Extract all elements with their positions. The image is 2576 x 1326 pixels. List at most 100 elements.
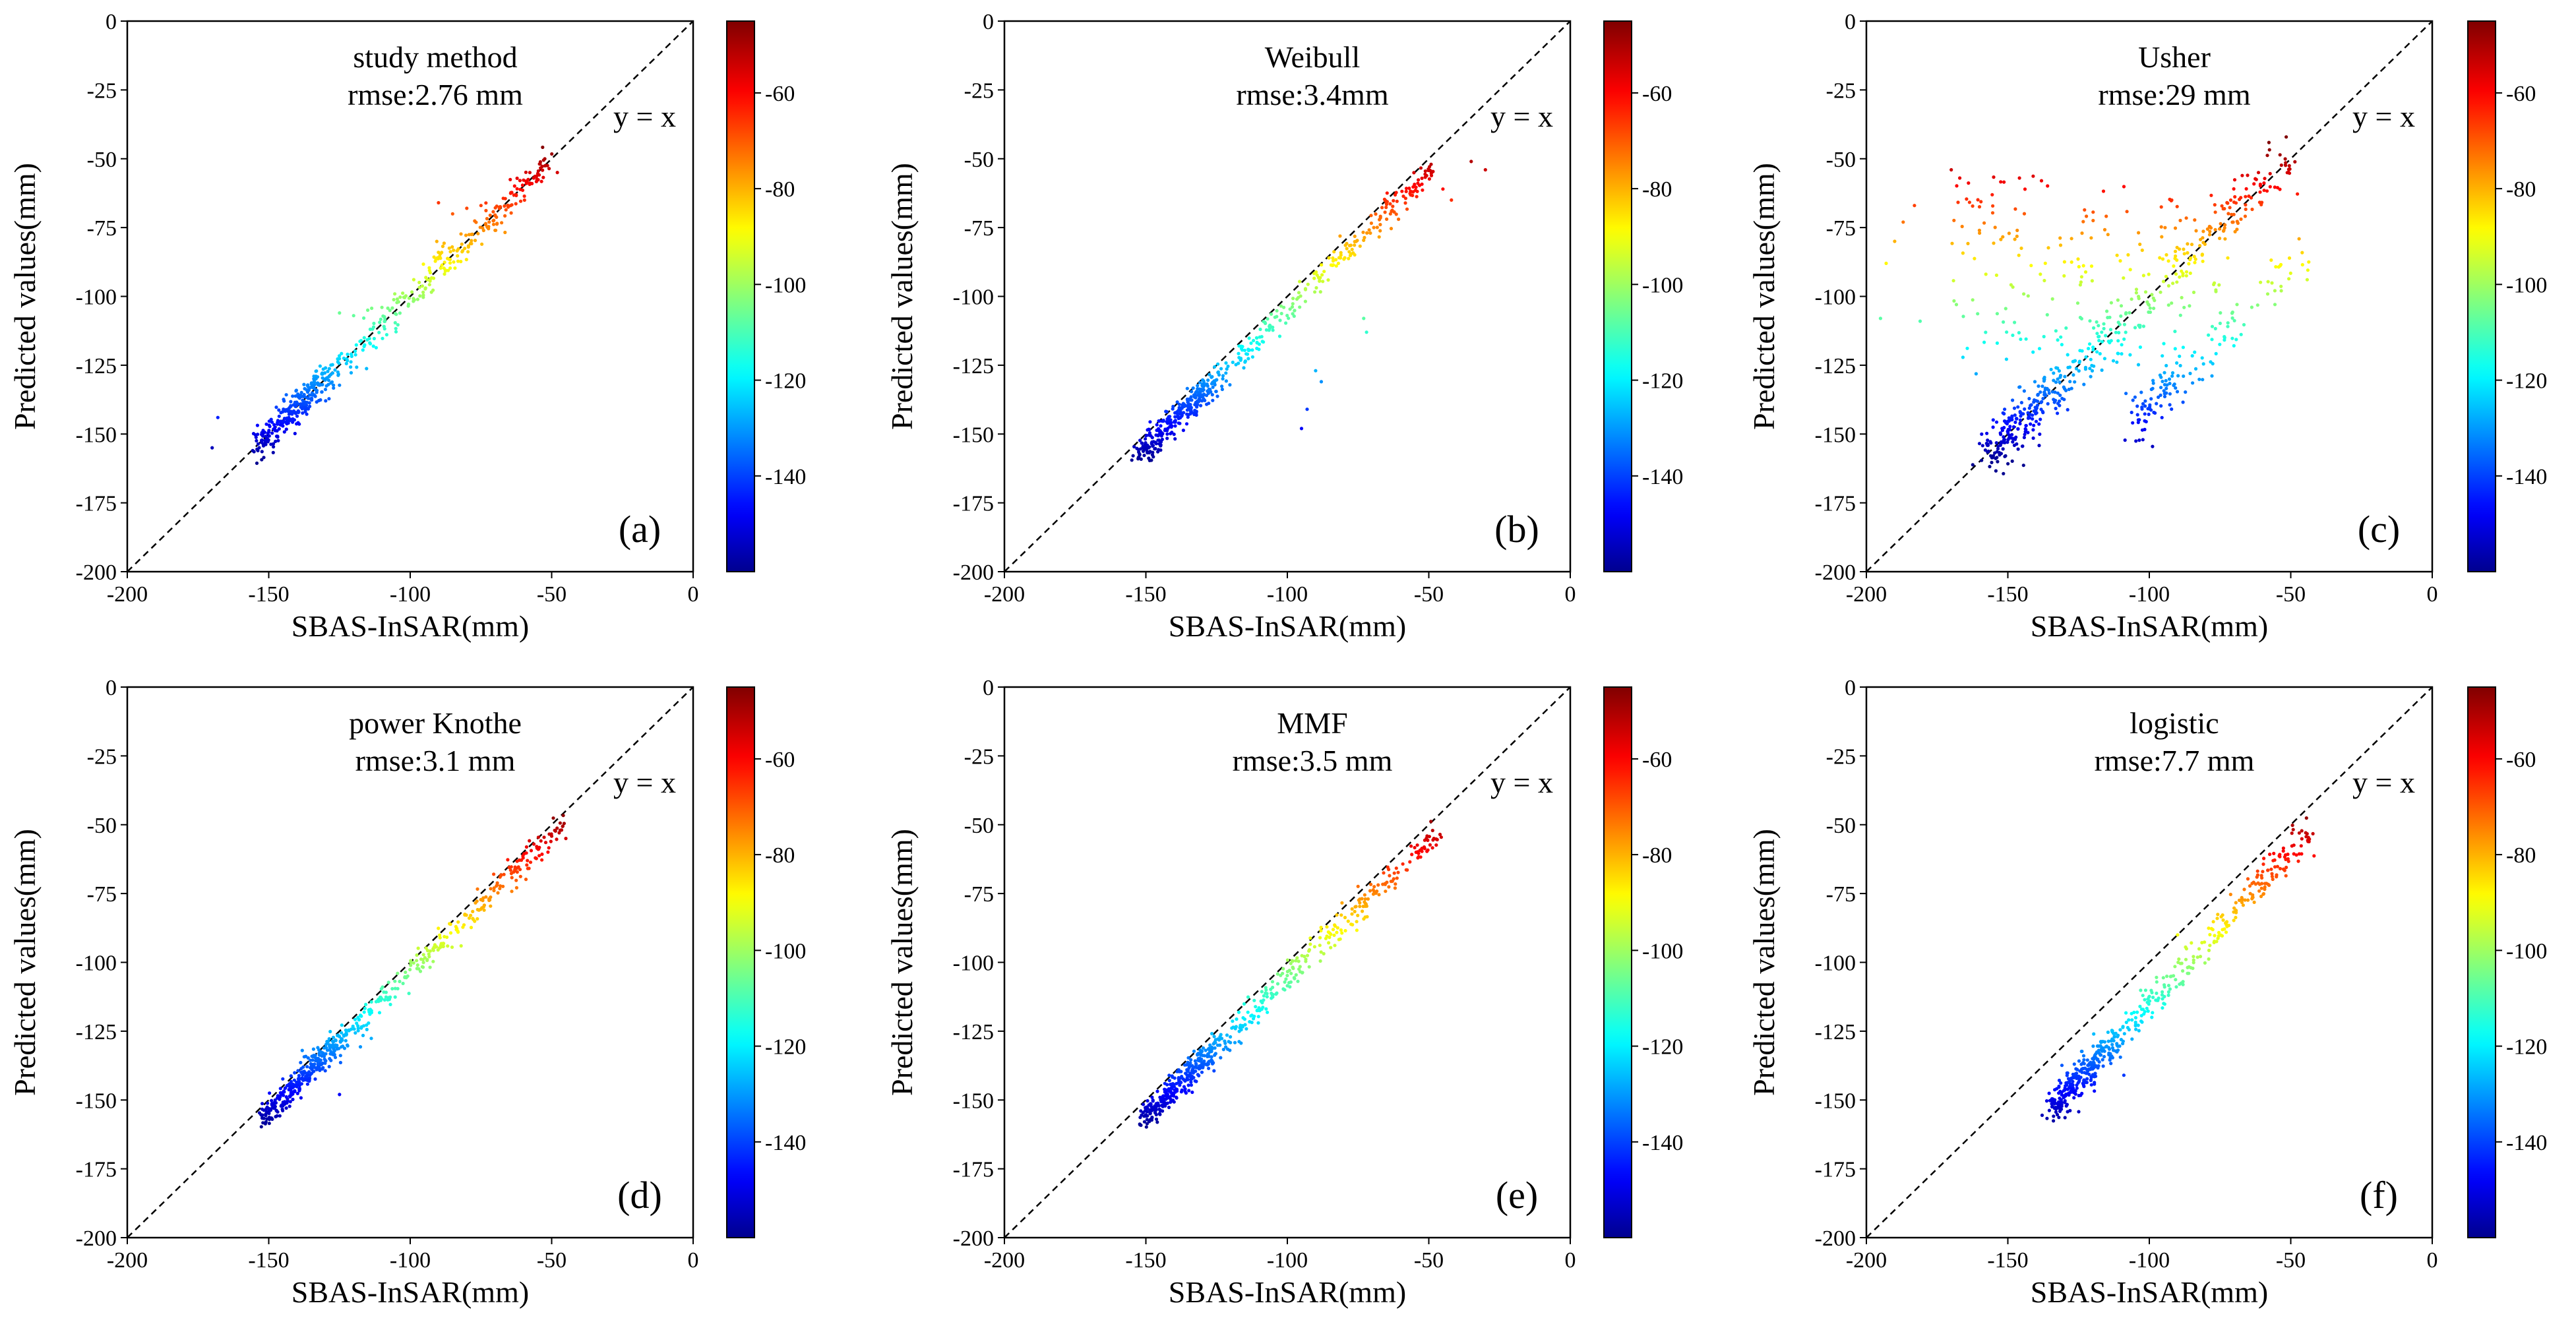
scatter-point bbox=[301, 1065, 305, 1069]
scatter-point bbox=[1893, 239, 1897, 243]
panel-d: -200 -150 -100 -50 00-25-50-75-100-125-150-1… bbox=[8, 676, 806, 1309]
scatter-point bbox=[537, 173, 541, 177]
scatter-point bbox=[2188, 304, 2192, 308]
scatter-point bbox=[1346, 919, 1350, 923]
scatter-point bbox=[2007, 416, 2011, 420]
scatter-point bbox=[2066, 1110, 2070, 1114]
scatter-point bbox=[1213, 1052, 1217, 1056]
scatter-point bbox=[1209, 390, 1213, 394]
scatter-point bbox=[365, 367, 369, 371]
y-tick-label: -50 bbox=[87, 814, 117, 838]
scatter-point bbox=[2205, 227, 2209, 231]
scatter-point bbox=[1361, 909, 1365, 913]
scatter-point bbox=[2057, 1116, 2061, 1120]
scatter-point bbox=[381, 336, 384, 340]
scatter-point bbox=[2223, 335, 2226, 339]
scatter-point bbox=[394, 330, 398, 334]
scatter-point bbox=[2106, 233, 2110, 237]
scatter-point bbox=[2062, 398, 2066, 402]
scatter-point bbox=[1289, 971, 1293, 975]
scatter-point bbox=[2052, 400, 2056, 404]
scatter-point bbox=[1335, 913, 1339, 917]
scatter-point bbox=[1207, 387, 1211, 391]
scatter-point bbox=[2078, 283, 2082, 287]
scatter-point bbox=[461, 925, 465, 929]
scatter-point bbox=[1355, 239, 1359, 243]
scatter-point bbox=[532, 842, 536, 846]
scatter-point bbox=[289, 1089, 293, 1093]
scatter-point bbox=[1364, 902, 1368, 906]
scatter-point bbox=[2109, 1062, 2113, 1066]
scatter-point bbox=[2262, 181, 2266, 185]
scatter-point bbox=[1404, 187, 1409, 191]
scatter-point bbox=[2003, 454, 2007, 458]
scatter-point bbox=[2097, 335, 2101, 339]
scatter-point bbox=[278, 1091, 282, 1095]
scatter-point bbox=[2083, 1071, 2087, 1075]
scatter-point bbox=[2139, 1008, 2144, 1011]
scatter-point bbox=[2057, 369, 2061, 373]
scatter-point bbox=[1982, 340, 1986, 344]
scatter-point bbox=[1337, 938, 1341, 942]
scatter-point bbox=[1289, 961, 1293, 965]
scatter-point bbox=[2006, 419, 2010, 423]
y-tick-label: -25 bbox=[964, 78, 994, 103]
scatter-point bbox=[514, 193, 518, 196]
y-tick-label: -100 bbox=[76, 951, 117, 976]
scatter-point bbox=[1199, 387, 1203, 392]
scatter-point bbox=[506, 203, 510, 207]
scatter-point bbox=[2170, 301, 2174, 305]
scatter-point bbox=[2081, 1054, 2086, 1058]
scatter-point bbox=[2193, 218, 2197, 222]
scatter-point bbox=[2082, 1079, 2086, 1083]
scatter-point bbox=[2058, 399, 2062, 404]
scatter-point bbox=[321, 371, 324, 375]
scatter-point bbox=[2267, 140, 2271, 144]
scatter-point bbox=[344, 361, 348, 366]
scatter-point bbox=[272, 423, 276, 427]
scatter-point bbox=[470, 239, 474, 243]
scatter-point bbox=[1392, 210, 1396, 214]
scatter-point bbox=[1132, 444, 1136, 449]
scatter-point bbox=[2215, 940, 2219, 944]
scatter-point bbox=[1239, 357, 1242, 362]
scatter-point bbox=[2255, 303, 2259, 307]
scatter-point bbox=[1144, 437, 1148, 441]
scatter-point bbox=[297, 422, 301, 426]
scatter-point bbox=[1384, 198, 1388, 202]
scatter-point bbox=[382, 324, 386, 328]
scatter-point bbox=[392, 297, 396, 302]
scatter-point bbox=[410, 290, 414, 294]
scatter-point bbox=[321, 376, 324, 380]
scatter-point bbox=[1349, 243, 1353, 247]
scatter-point bbox=[2226, 321, 2230, 325]
scatter-point bbox=[2058, 236, 2062, 240]
scatter-point bbox=[1247, 336, 1251, 340]
scatter-point bbox=[1283, 980, 1287, 984]
scatter-point bbox=[2270, 872, 2274, 876]
scatter-point bbox=[1279, 311, 1283, 316]
panel-rmse: rmse:2.76 mm bbox=[348, 78, 523, 111]
scatter-point bbox=[2037, 384, 2040, 388]
scatter-point bbox=[1256, 1021, 1260, 1025]
scatter-point bbox=[288, 1094, 291, 1098]
scatter-point bbox=[2266, 868, 2270, 872]
scatter-point bbox=[2139, 390, 2143, 394]
y-tick-label: -175 bbox=[1815, 492, 1856, 516]
scatter-point bbox=[1170, 1093, 1174, 1097]
scatter-point bbox=[1432, 837, 1436, 841]
scatter-point bbox=[1252, 1014, 1256, 1018]
scatter-point bbox=[421, 953, 425, 957]
scatter-point bbox=[336, 357, 340, 361]
scatter-point bbox=[2091, 348, 2095, 352]
scatter-point bbox=[1949, 167, 1953, 172]
scatter-point bbox=[1210, 375, 1214, 378]
scatter-point bbox=[2112, 1048, 2116, 1052]
scatter-point bbox=[2116, 339, 2120, 343]
scatter-point bbox=[2286, 859, 2290, 863]
scatter-point bbox=[2268, 853, 2272, 857]
scatter-point bbox=[2027, 406, 2031, 410]
scatter-point bbox=[2060, 1064, 2064, 1068]
scatter-point bbox=[2008, 425, 2012, 429]
scatter-point bbox=[2218, 321, 2222, 325]
